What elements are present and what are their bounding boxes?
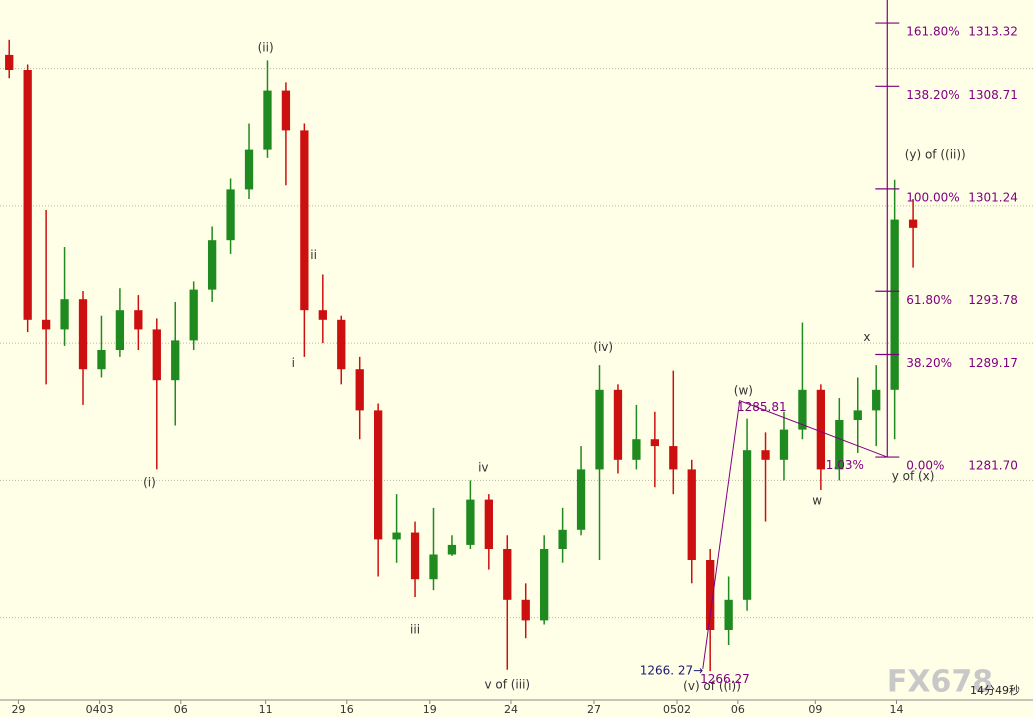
candle-body bbox=[779, 429, 789, 460]
candle-body bbox=[816, 389, 826, 470]
measure-line bbox=[702, 399, 888, 669]
candle-body bbox=[503, 549, 512, 600]
candle-body bbox=[908, 219, 918, 228]
candle-body bbox=[632, 439, 641, 460]
candle-body bbox=[152, 329, 161, 381]
x-tick-label: 06 bbox=[731, 703, 745, 716]
candle-body bbox=[798, 389, 807, 430]
fib-percent: 138.20% bbox=[906, 88, 959, 102]
candle-body bbox=[189, 289, 198, 341]
x-tick-label: 11 bbox=[259, 703, 273, 716]
x-tick-label: 14 bbox=[889, 703, 903, 716]
wave-label: (iv) bbox=[593, 340, 613, 354]
wave-label: w bbox=[812, 493, 822, 507]
watermark: FX678 bbox=[887, 665, 993, 700]
wave-label: (v) of ((i)) bbox=[683, 679, 741, 693]
candle-body bbox=[226, 189, 235, 241]
candle-body bbox=[134, 310, 143, 330]
wave-label: y of (x) bbox=[892, 469, 935, 483]
candle-body bbox=[540, 549, 549, 621]
candle-body bbox=[429, 554, 438, 580]
wave-label: (ii) bbox=[258, 41, 274, 55]
fib-percent: 0.00% bbox=[906, 459, 944, 473]
candle-body bbox=[281, 90, 291, 131]
candle-body bbox=[650, 439, 659, 447]
x-tick-label: 19 bbox=[423, 703, 437, 716]
candle-body bbox=[318, 310, 327, 320]
wave-label: (w) bbox=[734, 384, 753, 398]
fib-percent: 100.00% bbox=[906, 190, 959, 204]
x-tick-label: 24 bbox=[504, 703, 518, 716]
timer: 14分49秒 bbox=[970, 683, 1020, 697]
wave-label: iv bbox=[478, 461, 488, 475]
candle-body bbox=[244, 149, 254, 190]
x-tick-label: 29 bbox=[11, 703, 25, 716]
candle-body bbox=[613, 389, 623, 460]
candle-body bbox=[23, 70, 32, 320]
candle-body bbox=[724, 599, 733, 630]
wave-label: ii bbox=[310, 248, 317, 262]
wave-label: 1266. 27→ bbox=[640, 664, 704, 678]
wave-label: (y) of ((ii)) bbox=[905, 148, 966, 162]
candle-body bbox=[835, 420, 844, 470]
fib-price: 1281.70 bbox=[968, 459, 1018, 473]
fib-percent: 61.80% bbox=[906, 293, 952, 307]
x-tick-label: 0502 bbox=[663, 703, 691, 716]
candle-body bbox=[742, 450, 752, 600]
candle-body bbox=[890, 219, 899, 390]
candle-body bbox=[484, 499, 493, 550]
x-tick-label: 27 bbox=[587, 703, 601, 716]
candle-body bbox=[60, 299, 69, 330]
candle-body bbox=[595, 389, 604, 470]
candle-body bbox=[207, 240, 217, 290]
x-tick-label: 09 bbox=[808, 703, 822, 716]
candle-body bbox=[374, 410, 383, 540]
fib-price: 1308.71 bbox=[968, 88, 1018, 102]
fib-price: 1313.32 bbox=[968, 25, 1018, 39]
candle-body bbox=[706, 560, 715, 630]
candle-body bbox=[447, 544, 457, 555]
candle-body bbox=[669, 446, 678, 470]
wave-label: v of (iii) bbox=[484, 677, 530, 691]
fib-price: 1301.24 bbox=[968, 190, 1018, 204]
candle-body bbox=[97, 350, 106, 370]
fib-percent: 161.80% bbox=[906, 25, 959, 39]
candle-body bbox=[115, 310, 125, 350]
candle-body bbox=[466, 499, 475, 545]
candle-body bbox=[761, 450, 770, 460]
candle-body bbox=[687, 469, 696, 560]
wave-label: 1266.27 bbox=[700, 672, 750, 686]
wave-label: x bbox=[863, 330, 870, 344]
wave-label: 1285.81 bbox=[737, 400, 787, 414]
x-tick-label: 16 bbox=[340, 703, 354, 716]
candle-body bbox=[872, 389, 881, 411]
fib-price: 1289.17 bbox=[968, 356, 1018, 370]
x-tick-label: 06 bbox=[174, 703, 188, 716]
x-tick-label: 0403 bbox=[86, 703, 114, 716]
candle-body bbox=[521, 599, 530, 621]
candle-body bbox=[41, 319, 51, 330]
candle-body bbox=[78, 299, 88, 370]
fib-price: 1293.78 bbox=[968, 293, 1018, 307]
candle-body bbox=[410, 532, 420, 580]
wave-label: i bbox=[292, 356, 295, 370]
candle-body bbox=[392, 532, 401, 540]
candle-body bbox=[337, 319, 346, 370]
candle-body bbox=[355, 369, 364, 411]
candle-body bbox=[558, 529, 567, 550]
candle-body bbox=[576, 469, 586, 530]
fib-percent: 38.20% bbox=[906, 356, 952, 370]
candle-body bbox=[263, 90, 272, 150]
wave-label: 1.03% bbox=[826, 458, 864, 472]
candle-body bbox=[853, 410, 862, 420]
candle-body bbox=[5, 54, 14, 70]
wave-label: (i) bbox=[143, 476, 156, 490]
candle-body bbox=[300, 130, 309, 311]
wave-label: iii bbox=[410, 623, 420, 637]
candle-body bbox=[171, 340, 180, 381]
